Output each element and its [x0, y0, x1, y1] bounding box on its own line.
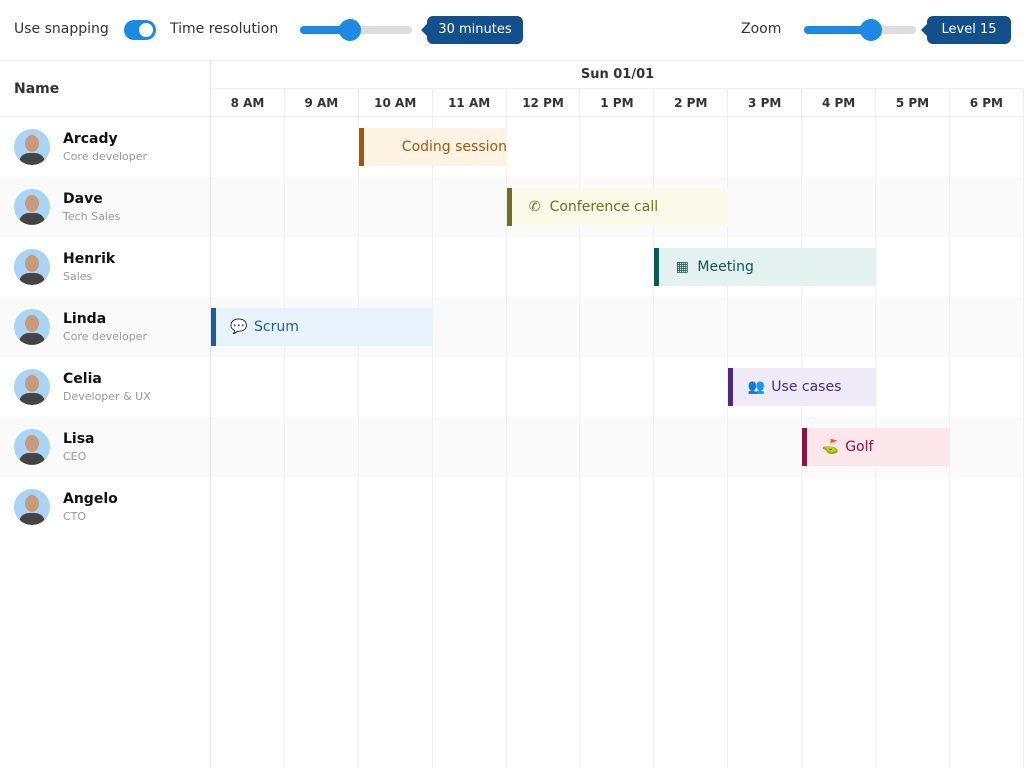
date-header: Sun 01/01 [211, 61, 1024, 89]
resource-role: Core developer [63, 330, 148, 343]
avatar [14, 309, 50, 345]
hour-label: 1 PM [580, 89, 655, 116]
avatar [14, 249, 50, 285]
resolution-slider[interactable] [300, 19, 412, 41]
resource-row[interactable]: Angelo CTO [0, 477, 210, 537]
event-title: Conference call [549, 199, 659, 215]
resource-role: Tech Sales [63, 210, 121, 223]
schedule-row[interactable] [211, 477, 1024, 537]
resource-row[interactable]: Dave Tech Sales [0, 177, 210, 237]
slider-fill [804, 26, 872, 34]
toolbar: Use snapping Time resolution 30 minutes … [0, 0, 1024, 61]
event-title: Golf [845, 439, 874, 455]
avatar [14, 489, 50, 525]
schedule-row[interactable] [211, 357, 1024, 417]
resource-name: Arcady [63, 131, 118, 147]
schedule-grid[interactable]: Sun 01/01 8 AM 9 AM 10 AM 11 AM 12 PM 1 PM 2 P… [211, 61, 1024, 768]
avatar [14, 189, 50, 225]
comments-icon: 💬 [230, 319, 248, 335]
resource-row[interactable]: Arcady Core developer [0, 117, 210, 177]
slider-thumb[interactable] [339, 19, 362, 41]
resource-role: Core developer [63, 150, 148, 163]
snapping-toggle[interactable] [124, 20, 156, 40]
zoom-value-badge: Level 15 [921, 16, 1011, 44]
schedule-row[interactable] [211, 117, 1024, 177]
avatar [14, 129, 50, 165]
event-bar[interactable]: ⛳ Golf [802, 428, 950, 466]
resource-name: Angelo [63, 491, 118, 507]
resource-role: CTO [63, 510, 87, 523]
resolution-label: Time resolution [170, 21, 279, 37]
name-column-header[interactable]: Name [0, 61, 210, 117]
resource-row[interactable]: Linda Core developer [0, 297, 210, 357]
event-title: Meeting [697, 259, 754, 275]
hour-label: 9 AM [285, 89, 359, 116]
resource-role: Developer & UX [63, 390, 151, 403]
schedule-row[interactable] [211, 237, 1024, 297]
resource-role: Sales [63, 270, 93, 283]
event-title: Scrum [254, 319, 299, 335]
resource-name: Linda [63, 311, 107, 327]
event-title: Coding session [401, 139, 507, 155]
resource-name: Henrik [63, 251, 116, 267]
resource-list: Name Arcady Core developer Dave Tech Sal… [0, 61, 211, 768]
hour-label: 3 PM [728, 89, 803, 116]
zoom-slider[interactable] [804, 19, 916, 41]
hour-header: 8 AM 9 AM 10 AM 11 AM 12 PM 1 PM 2 PM 3 PM 4 PM 5… [211, 89, 1024, 117]
hour-label: 12 PM [507, 89, 581, 116]
hour-label: 10 AM [359, 89, 433, 116]
golf-ball-icon: ⛳ [821, 439, 839, 455]
resolution-value-badge: 30 minutes [421, 16, 523, 44]
event-bar[interactable]: Coding session [358, 128, 507, 166]
event-bar[interactable]: ✆ Conference call [506, 188, 729, 226]
hour-label: 5 PM [876, 89, 950, 116]
calendar-icon: ▦ [675, 259, 689, 275]
resource-row[interactable]: Lisa CEO [0, 417, 210, 477]
phone-icon: ✆ [528, 199, 541, 215]
hour-label: 2 PM [654, 89, 729, 116]
resource-role: CEO [63, 450, 87, 463]
resource-row[interactable]: Celia Developer & UX [0, 357, 210, 417]
slider-thumb[interactable] [860, 19, 883, 41]
resource-name: Lisa [63, 431, 95, 447]
slider-fill [300, 26, 351, 34]
avatar [14, 369, 50, 405]
zoom-label: Zoom [741, 21, 782, 37]
event-bar[interactable]: ▦ Meeting [654, 248, 877, 286]
event-title: Use cases [771, 379, 842, 395]
event-bar[interactable]: 👥 Use cases [728, 368, 877, 406]
event-bar[interactable]: 💬 Scrum [211, 308, 433, 346]
hour-label: 11 AM [433, 89, 507, 116]
hour-label: 4 PM [802, 89, 877, 116]
avatar [14, 429, 50, 465]
hour-label: 8 AM [211, 89, 285, 116]
snapping-label: Use snapping [14, 21, 109, 37]
hour-label: 6 PM [950, 89, 1024, 116]
resource-name: Celia [63, 371, 102, 387]
resource-row[interactable]: Henrik Sales [0, 237, 210, 297]
users-icon: 👥 [747, 379, 766, 395]
resource-name: Dave [63, 191, 103, 207]
